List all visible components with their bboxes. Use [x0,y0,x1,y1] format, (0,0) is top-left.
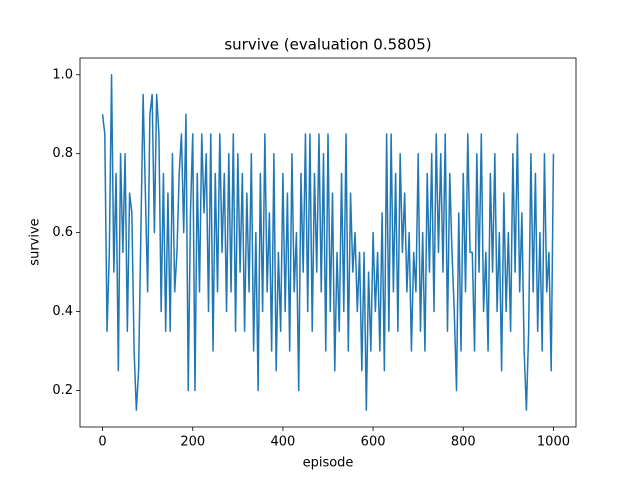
x-tick-label: 0 [98,435,106,450]
x-tick-label: 600 [361,435,386,450]
x-axis-label: episode [303,456,354,471]
plot-frame [79,57,577,428]
x-tick-label: 200 [180,435,205,450]
y-tick-label: 0.8 [52,146,73,161]
y-tick-label: 0.6 [52,225,73,240]
chart-title: survive (evaluation 0.5805) [224,36,431,54]
x-tick-label: 400 [270,435,295,450]
y-tick-label: 0.4 [52,304,73,319]
x-tick-label: 1000 [537,435,570,450]
y-tick-label: 0.2 [52,383,73,398]
x-tick-label: 800 [451,435,476,450]
y-tick-label: 1.0 [52,67,73,82]
y-axis-label: survive [28,218,43,265]
line-series [101,74,555,411]
